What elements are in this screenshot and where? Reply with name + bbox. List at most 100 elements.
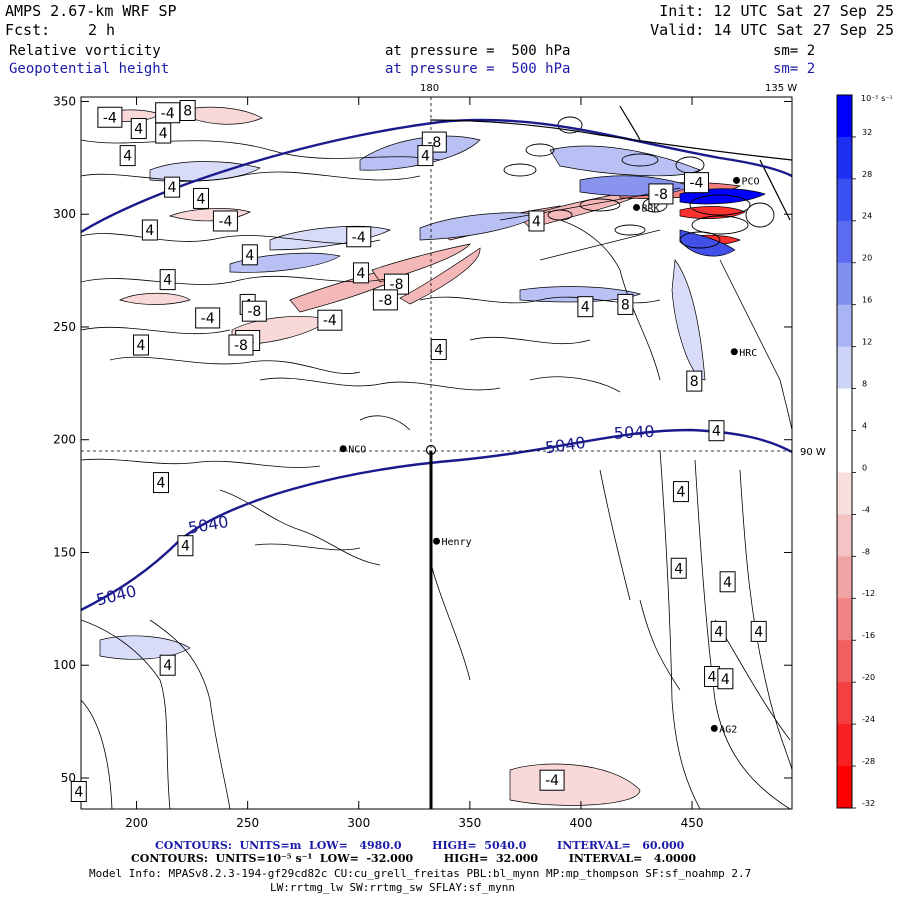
colorbar-segment <box>837 430 852 473</box>
svg-text:AG2: AG2 <box>719 724 737 735</box>
colorbar-segment <box>837 556 852 599</box>
model-info: Model Info: MPASv8.2.3-194-gf29cd82c CU:… <box>89 867 752 880</box>
vorticity-label: 4 <box>155 122 172 144</box>
field1-smoothing: sm= 2 <box>773 43 816 59</box>
svg-text:4: 4 <box>754 624 763 640</box>
svg-text:8: 8 <box>621 297 630 313</box>
vorticity-label: 4 <box>417 145 434 167</box>
x-tick-label: 350 <box>458 816 481 830</box>
vorticity-label: 4 <box>119 145 136 167</box>
colorbar-label: 12 <box>862 338 872 347</box>
svg-text:4: 4 <box>181 539 190 555</box>
colorbar-label: -4 <box>862 505 870 514</box>
field2-smoothing: sm= 2 <box>773 61 816 77</box>
vorticity-label: -4 <box>683 172 709 194</box>
svg-text:-4: -4 <box>545 773 559 789</box>
forecast-label: Fcst: <box>5 21 51 39</box>
vorticity-label: 4 <box>717 668 734 690</box>
station-pco: PCO <box>732 176 760 187</box>
svg-text:4: 4 <box>434 343 443 359</box>
svg-text:4: 4 <box>197 191 206 207</box>
svg-text:-4: -4 <box>218 214 232 230</box>
svg-text:-4: -4 <box>690 176 704 192</box>
longitude-label-90w: 90 W <box>800 447 826 458</box>
colorbar-unit: 10⁻⁵ s⁻¹ <box>861 94 893 103</box>
colorbar-segment <box>837 724 852 767</box>
svg-text:-8: -8 <box>390 277 404 293</box>
height-contour-info: CONTOURS: UNITS=m LOW= 4980.0 HIGH= 5040… <box>155 839 685 852</box>
svg-text:-4: -4 <box>352 230 366 246</box>
x-tick-label: 250 <box>236 816 259 830</box>
svg-text:4: 4 <box>712 424 721 440</box>
svg-text:-8: -8 <box>247 304 261 320</box>
field1-name: Relative vorticity <box>9 43 161 59</box>
vorticity-contour-info: CONTOURS: UNITS=10⁻⁵ s⁻¹ LOW= -32.000 HI… <box>131 852 696 865</box>
svg-text:4: 4 <box>134 122 143 138</box>
colorbar-label: -12 <box>862 589 875 598</box>
model-title: AMPS 2.67-km WRF SP <box>5 2 177 20</box>
vorticity-label: 4 <box>528 210 545 232</box>
longitude-label-135w: 135 W <box>765 83 797 94</box>
vorticity-label: 4 <box>750 620 767 642</box>
colorbar-segment <box>837 640 852 683</box>
height-label-2: 5040 <box>613 422 655 443</box>
colorbar-segment <box>837 766 852 809</box>
colorbar-label: -28 <box>862 757 875 766</box>
vorticity-label: 4 <box>708 420 725 442</box>
svg-text:-4: -4 <box>103 110 117 126</box>
svg-text:NCO: NCO <box>348 445 366 456</box>
svg-text:8: 8 <box>183 103 192 119</box>
forecast-hour: 2 h <box>88 21 116 39</box>
svg-text:4: 4 <box>357 266 366 282</box>
svg-text:4: 4 <box>708 670 717 686</box>
vorticity-label: -8 <box>648 183 674 205</box>
vorticity-label: -4 <box>212 210 238 232</box>
y-tick-label: 100 <box>53 658 76 672</box>
vorticity-label: -4 <box>539 769 565 791</box>
field1-level: at pressure = 500 hPa <box>385 43 571 59</box>
vorticity-label: 4 <box>152 472 169 494</box>
svg-text:4: 4 <box>421 149 430 165</box>
height-contours <box>81 118 792 612</box>
svg-text:4: 4 <box>137 338 146 354</box>
positive-vorticity-shading <box>99 135 766 660</box>
vorticity-label: 4 <box>70 781 87 803</box>
colorbar-segment <box>837 220 852 264</box>
vorticity-label: 4 <box>130 118 147 140</box>
y-tick-label: 150 <box>53 545 76 559</box>
x-tick-label: 200 <box>125 816 148 830</box>
colorbar-segment <box>837 262 852 306</box>
vorticity-label: -8 <box>384 273 410 295</box>
plot-frame <box>80 96 793 810</box>
colorbar-label: -8 <box>862 547 870 556</box>
colorbar-segment <box>837 346 852 390</box>
colorbar-frame <box>836 94 853 809</box>
colorbar-label: 20 <box>862 254 872 263</box>
vorticity-label: 8 <box>686 370 703 392</box>
svg-text:-8: -8 <box>654 187 668 203</box>
vorticity-label: 8 <box>617 293 634 315</box>
field2-name: Geopotential height <box>9 61 170 77</box>
pole-marker <box>425 444 437 456</box>
colorbar-segment <box>837 95 852 138</box>
vorticity-label: 4 <box>670 557 687 579</box>
colorbar-label: 28 <box>862 170 872 179</box>
vorticity-label: 4 <box>164 176 181 198</box>
svg-text:4: 4 <box>676 485 685 501</box>
vorticity-label: 4 <box>192 187 209 209</box>
svg-text:-4: -4 <box>201 311 215 327</box>
svg-text:4: 4 <box>145 223 154 239</box>
y-tick-label: 200 <box>53 433 76 447</box>
vorticity-label: 4 <box>672 481 689 503</box>
longitude-label-180: 180 <box>420 83 439 94</box>
y-tick-label: 300 <box>53 207 76 221</box>
vorticity-label: 4 <box>710 620 727 642</box>
vorticity-label: 8 <box>179 99 196 121</box>
coastline <box>429 119 792 161</box>
svg-text:4: 4 <box>723 575 732 591</box>
colorbar-segment <box>837 682 852 725</box>
station-ag2: AG2 <box>710 724 737 735</box>
colorbar-segment <box>837 136 852 180</box>
colorbar-label: 32 <box>862 128 872 137</box>
